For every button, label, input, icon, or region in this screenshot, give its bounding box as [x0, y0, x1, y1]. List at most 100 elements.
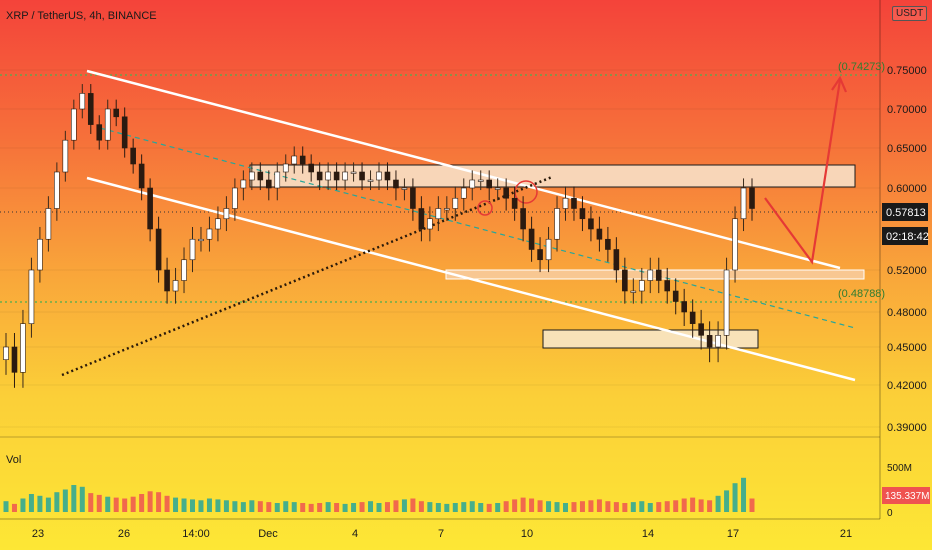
candle-body [698, 323, 704, 336]
volume-bar [715, 495, 721, 512]
volume-tick-label: 500M [887, 463, 912, 474]
candle-body [435, 208, 442, 220]
candle-body [647, 269, 654, 281]
candle-body [359, 171, 365, 181]
volume-bar [334, 503, 340, 512]
volume-bar [122, 498, 128, 512]
candle-body [45, 208, 52, 240]
candle-body [511, 197, 518, 209]
candle-body [723, 269, 730, 336]
candle-body [740, 187, 747, 220]
arrow-head-icon [831, 75, 848, 93]
candle-body [554, 208, 560, 240]
volume-bar [647, 503, 653, 512]
candle-body [291, 155, 298, 165]
volume-bar [11, 503, 17, 512]
candle-body [562, 197, 569, 209]
time-tick-label: 14 [642, 528, 654, 540]
volume-bar [130, 496, 136, 512]
currency-selector[interactable]: USDT [892, 6, 928, 21]
volume-bar [384, 502, 390, 512]
candle-body [376, 171, 382, 181]
volume-bar [139, 494, 145, 512]
volume-bar [673, 500, 679, 512]
candle-body [147, 187, 153, 230]
candle-body [486, 179, 493, 189]
volume-bar [495, 503, 501, 512]
support-zone-low[interactable] [542, 329, 759, 349]
candle-body [189, 238, 196, 261]
candle-body [308, 163, 314, 173]
price-tick-label: 0.48000 [887, 307, 927, 319]
candle-body [401, 187, 408, 190]
volume-bar [351, 503, 357, 512]
volume-bar [401, 499, 407, 512]
projection-arrow[interactable] [764, 79, 842, 265]
candle-body [749, 187, 755, 209]
candles [3, 84, 755, 388]
volume-bar [37, 495, 43, 512]
candle-body [198, 238, 204, 242]
support-zone-mid[interactable] [445, 269, 865, 280]
candle-body [54, 171, 60, 209]
volume-bar [393, 500, 399, 512]
volume-bar [512, 499, 518, 512]
current-price-text: 0.57813 [886, 207, 926, 219]
volume-bar [198, 500, 204, 512]
volume-bar [71, 485, 77, 512]
candle-body [350, 171, 357, 174]
price-tick-label: 0.70000 [887, 104, 927, 116]
volume-bar [435, 503, 441, 512]
time-tick-label: 10 [521, 528, 533, 540]
time-tick-label: 17 [727, 528, 739, 540]
price-tick-label: 0.75000 [887, 65, 927, 77]
channel-mid-line[interactable] [99, 127, 856, 329]
countdown-text: 02:18:42 [886, 231, 929, 243]
time-tick-label: 7 [438, 528, 444, 540]
volume-bars [3, 477, 755, 512]
candle-body [638, 280, 645, 292]
candle-body [613, 249, 620, 271]
price-tick-label: 0.60000 [887, 183, 927, 195]
volume-bar [579, 501, 585, 512]
volume-bar [274, 503, 280, 512]
volume-bar [563, 503, 568, 512]
volume-bar [3, 501, 9, 512]
volume-bar [410, 498, 416, 512]
volume-bar [724, 490, 730, 512]
candle-body [732, 218, 738, 271]
volume-bar [478, 503, 484, 512]
rising-support-line[interactable] [61, 175, 553, 377]
volume-bar [223, 500, 229, 512]
volume-bar [537, 500, 543, 512]
candle-body [130, 147, 136, 165]
volume-bar [283, 501, 289, 512]
volume-bar [190, 499, 195, 512]
price-axis-ticks: 0.75000 0.70000 0.65000 0.60000 0.52000 0.480… [887, 65, 927, 434]
volume-bar [317, 503, 323, 512]
channel-upper-line[interactable] [86, 69, 841, 270]
volume-bar [300, 503, 306, 512]
volume-bar [105, 496, 111, 512]
volume-value-tag [882, 487, 930, 504]
volume-bar [469, 501, 475, 512]
candle-body [588, 218, 594, 230]
volume-bar [147, 491, 153, 512]
volume-bar [28, 494, 34, 512]
candle-body [316, 171, 323, 181]
candle-body [138, 163, 145, 189]
countdown-tag [882, 227, 928, 245]
candle-body [257, 171, 264, 181]
resistance-zone[interactable] [249, 164, 856, 188]
volume-bar [630, 502, 636, 512]
volume-bar [664, 501, 670, 512]
candle-body [249, 171, 255, 181]
candle-body [596, 228, 603, 240]
volume-bar [342, 503, 348, 512]
time-tick-label: 14:00 [182, 528, 210, 540]
candle-body [274, 171, 281, 189]
volume-value-text: 135.337M [885, 491, 929, 502]
candle-body [664, 280, 671, 292]
